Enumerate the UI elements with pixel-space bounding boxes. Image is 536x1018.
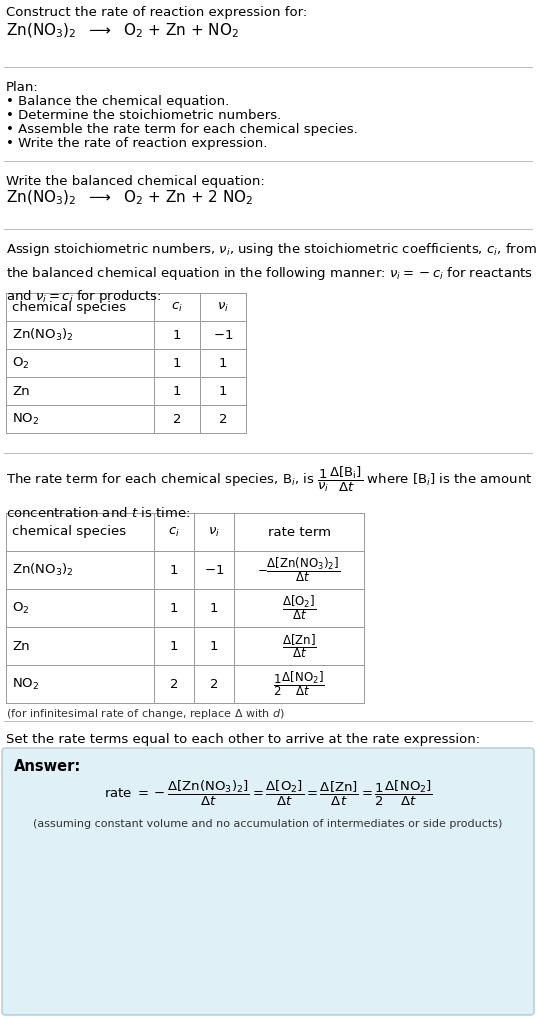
Text: 1: 1 [170,602,178,615]
Text: 1: 1 [219,385,227,397]
Text: Zn(NO$_3$)$_2$  $\longrightarrow$  O$_2$ + Zn + NO$_2$: Zn(NO$_3$)$_2$ $\longrightarrow$ O$_2$ +… [6,22,239,41]
Text: chemical species: chemical species [12,300,126,314]
Text: 1: 1 [170,564,178,576]
Text: chemical species: chemical species [12,525,126,539]
Text: $\dfrac{\Delta[\mathrm{O_2}]}{\Delta t}$: $\dfrac{\Delta[\mathrm{O_2}]}{\Delta t}$ [282,593,316,622]
Text: 1: 1 [210,639,218,653]
Text: (for infinitesimal rate of change, replace $\Delta$ with $d$): (for infinitesimal rate of change, repla… [6,706,285,721]
Text: $\nu_i$: $\nu_i$ [208,525,220,539]
Text: Zn: Zn [12,639,29,653]
Text: 1: 1 [173,329,181,341]
Text: $\dfrac{1}{2}\dfrac{\Delta[\mathrm{NO_2}]}{\Delta t}$: $\dfrac{1}{2}\dfrac{\Delta[\mathrm{NO_2}… [273,670,325,698]
Text: rate $= -\dfrac{\Delta[\mathrm{Zn(NO_3)_2}]}{\Delta t} = \dfrac{\Delta[\mathrm{O: rate $= -\dfrac{\Delta[\mathrm{Zn(NO_3)_… [103,779,433,807]
Text: • Assemble the rate term for each chemical species.: • Assemble the rate term for each chemic… [6,123,358,136]
Text: • Write the rate of reaction expression.: • Write the rate of reaction expression. [6,137,267,150]
FancyBboxPatch shape [2,748,534,1015]
Text: $-1$: $-1$ [204,564,224,576]
Text: O$_2$: O$_2$ [12,601,29,616]
Text: 1: 1 [173,356,181,370]
Text: 2: 2 [210,678,218,690]
Text: NO$_2$: NO$_2$ [12,411,39,427]
Text: 2: 2 [173,412,181,426]
Text: $\nu_i$: $\nu_i$ [217,300,229,314]
Text: The rate term for each chemical species, B$_i$, is $\dfrac{1}{\nu_i}\dfrac{\Delt: The rate term for each chemical species,… [6,465,532,520]
Text: $\dfrac{\Delta[\mathrm{Zn}]}{\Delta t}$: $\dfrac{\Delta[\mathrm{Zn}]}{\Delta t}$ [281,632,316,660]
Text: 1: 1 [219,356,227,370]
Text: • Determine the stoichiometric numbers.: • Determine the stoichiometric numbers. [6,109,281,122]
Text: Zn: Zn [12,385,29,397]
Text: Write the balanced chemical equation:: Write the balanced chemical equation: [6,175,265,188]
Text: 1: 1 [170,639,178,653]
Text: NO$_2$: NO$_2$ [12,676,39,691]
Text: 1: 1 [210,602,218,615]
Text: 1: 1 [173,385,181,397]
Text: Zn(NO$_3$)$_2$  $\longrightarrow$  O$_2$ + Zn + 2 NO$_2$: Zn(NO$_3$)$_2$ $\longrightarrow$ O$_2$ +… [6,189,254,208]
Text: $-1$: $-1$ [213,329,233,341]
Text: 2: 2 [219,412,227,426]
Text: Set the rate terms equal to each other to arrive at the rate expression:: Set the rate terms equal to each other t… [6,733,480,746]
Text: $c_i$: $c_i$ [168,525,180,539]
Text: O$_2$: O$_2$ [12,355,29,371]
Text: (assuming constant volume and no accumulation of intermediates or side products): (assuming constant volume and no accumul… [33,819,503,829]
Text: Answer:: Answer: [14,759,81,774]
Text: $c_i$: $c_i$ [171,300,183,314]
Text: rate term: rate term [267,525,331,539]
Text: Construct the rate of reaction expression for:: Construct the rate of reaction expressio… [6,6,307,19]
Text: Zn(NO$_3$)$_2$: Zn(NO$_3$)$_2$ [12,327,73,343]
Text: Plan:: Plan: [6,81,39,94]
Text: 2: 2 [170,678,178,690]
Text: $-\dfrac{\Delta[\mathrm{Zn(NO_3)_2}]}{\Delta t}$: $-\dfrac{\Delta[\mathrm{Zn(NO_3)_2}]}{\D… [257,556,340,584]
Text: Zn(NO$_3$)$_2$: Zn(NO$_3$)$_2$ [12,562,73,578]
Text: • Balance the chemical equation.: • Balance the chemical equation. [6,95,229,108]
Text: Assign stoichiometric numbers, $\nu_i$, using the stoichiometric coefficients, $: Assign stoichiometric numbers, $\nu_i$, … [6,241,536,305]
